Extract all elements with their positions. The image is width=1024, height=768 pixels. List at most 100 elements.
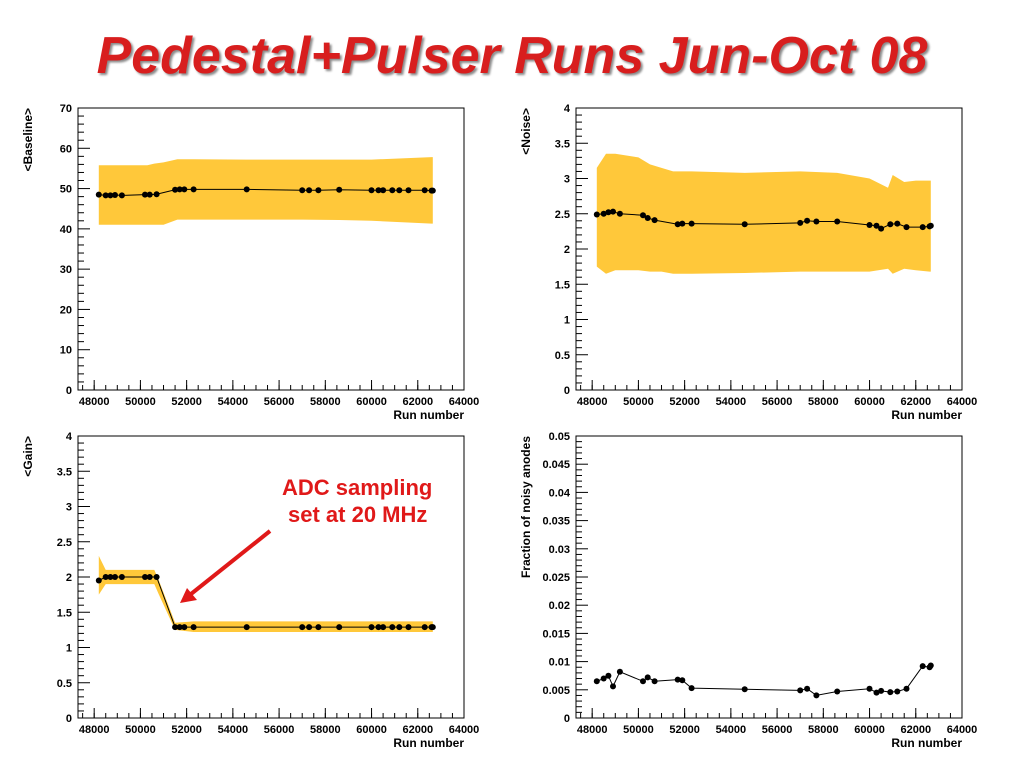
series-line [98, 576, 433, 628]
data-point [919, 663, 926, 670]
data-point [405, 624, 412, 631]
data-point [380, 624, 387, 631]
data-point [813, 218, 820, 225]
y-tick-label: 0.01 [549, 657, 570, 669]
y-tick-label: 2 [564, 244, 570, 256]
data-point [640, 678, 646, 685]
data-point [315, 187, 322, 194]
data-point [887, 689, 894, 696]
chart-svg: 0 0.5 1 1.5 2 2.5 3 3.5 4 48000 50000 52000 54000 560… [519, 103, 977, 420]
plot-frame [575, 435, 963, 719]
data-point [927, 662, 934, 669]
data-point [741, 221, 748, 228]
error-band [98, 157, 433, 225]
data-point [118, 192, 125, 199]
y-tick-label: 0.045 [542, 459, 570, 471]
x-axis-title: Run number [393, 408, 464, 420]
y-tick-label: 40 [60, 224, 72, 236]
plot-frame [77, 107, 465, 391]
x-tick-label: 60000 [854, 396, 885, 408]
data-point [389, 187, 396, 194]
data-point [380, 187, 387, 194]
data-point [102, 574, 109, 580]
data-point [866, 685, 873, 692]
data-point [181, 186, 188, 193]
data-point [593, 678, 600, 685]
x-tick-label: 54000 [218, 724, 249, 736]
data-point [866, 222, 873, 228]
data-point [429, 187, 436, 194]
y-tick-label: 30 [60, 264, 72, 276]
y-tick-label: 0 [564, 385, 570, 397]
data-point [674, 221, 681, 228]
data-point [887, 221, 894, 228]
annotation-line-1: ADC sampling [282, 475, 433, 500]
y-tick-label: 4 [564, 103, 571, 115]
data-point [421, 187, 428, 194]
y-tick-label: 50 [60, 184, 72, 196]
data-point [375, 624, 382, 631]
data-point [336, 186, 343, 193]
x-tick-label: 50000 [623, 396, 654, 408]
data-point [146, 191, 153, 198]
data-point [336, 624, 343, 631]
x-tick-label: 48000 [577, 396, 608, 408]
y-tick-label: 0.015 [542, 628, 570, 640]
x-tick-label: 58000 [310, 724, 341, 736]
y-tick-label: 4 [66, 431, 73, 443]
x-tick-label: 60000 [356, 396, 387, 408]
y-tick-label: 0 [564, 713, 570, 725]
y-tick-label: 0 [66, 385, 72, 397]
chart-svg: 0 0.5 1 1.5 2 2.5 3 3.5 4 48000 50000 52000 54000 560… [21, 431, 480, 748]
data-point [679, 220, 686, 227]
data-point [112, 192, 118, 198]
y-tick-label: 60 [60, 143, 72, 155]
x-tick-label: 52000 [171, 724, 202, 736]
data-point [146, 574, 153, 580]
y-tick-label: 2.5 [555, 209, 570, 221]
data-point [190, 186, 197, 193]
x-tick-label: 56000 [264, 724, 295, 736]
x-tick-label: 48000 [577, 724, 608, 736]
x-tick-label: 48000 [79, 396, 110, 408]
data-point [894, 220, 901, 227]
x-axis-title: Run number [393, 736, 464, 748]
data-point [118, 574, 125, 580]
y-axis-title: <Gain> [21, 436, 35, 477]
y-tick-label: 0.5 [555, 350, 570, 362]
gain-chart: 0 0.5 1 1.5 2 2.5 3 3.5 4 48000 50000 52000 54000 560… [18, 428, 518, 748]
data-point [834, 218, 841, 225]
x-tick-label: 52000 [669, 396, 700, 408]
y-tick-label: 0.035 [542, 516, 570, 528]
data-point [153, 191, 160, 198]
data-point [616, 668, 623, 675]
x-tick-label: 54000 [218, 396, 249, 408]
chart-svg: 0 10 20 30 40 50 60 70 48000 50000 52000 54000 56000… [21, 103, 480, 420]
y-tick-label: 1 [564, 315, 570, 327]
annotation-line-2: set at 20 MHz [288, 502, 428, 527]
x-tick-label: 54000 [716, 724, 747, 736]
data-point [741, 686, 748, 693]
y-tick-label: 2.5 [57, 537, 72, 549]
data-point [927, 222, 934, 229]
x-tick-label: 64000 [449, 396, 480, 408]
y-tick-label: 10 [60, 345, 72, 357]
annotation: ADC sampling set at 20 MHz [282, 474, 432, 528]
data-point [315, 624, 322, 631]
x-tick-label: 62000 [900, 724, 931, 736]
data-point [679, 677, 686, 684]
x-tick-label: 54000 [716, 396, 747, 408]
data-point [299, 624, 306, 631]
data-point [797, 687, 804, 694]
data-point [644, 215, 651, 221]
y-tick-label: 0.03 [549, 544, 570, 556]
y-tick-label: 3.5 [57, 466, 72, 478]
x-tick-label: 64000 [449, 724, 480, 736]
y-tick-label: 0 [66, 713, 72, 725]
data-point [878, 225, 885, 232]
x-tick-label: 60000 [356, 724, 387, 736]
slide-title: Pedestal+Pulser Runs Jun-Oct 08 [96, 27, 928, 85]
x-tick-label: 58000 [808, 396, 839, 408]
x-tick-label: 60000 [854, 724, 885, 736]
data-point [142, 191, 148, 198]
